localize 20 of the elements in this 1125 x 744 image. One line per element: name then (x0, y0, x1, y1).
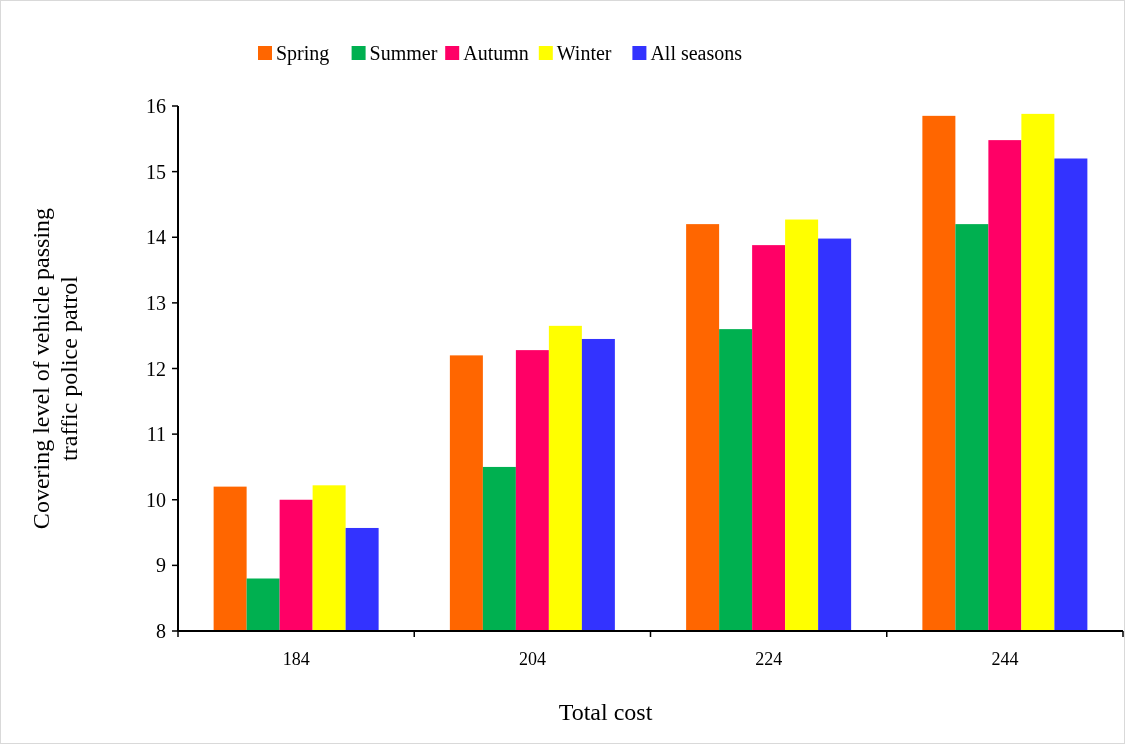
y-tick-label: 14 (146, 226, 166, 249)
x-tick-label: 184 (282, 649, 310, 669)
legend-label: Autumn (463, 42, 529, 64)
legend-label: Winter (556, 42, 612, 64)
legend-label: All seasons (650, 42, 743, 64)
y-tick-label: 8 (156, 620, 166, 642)
x-axis-title: Total cost (558, 699, 653, 725)
x-tick-label: 244 (991, 649, 1019, 669)
y-tick-label: 11 (146, 423, 166, 446)
x-tick-label: 224 (755, 649, 783, 669)
x-tick-label: 204 (518, 649, 546, 669)
y-axis-title: Covering level of vehicle passing traffic police patrol (28, 207, 82, 530)
y-tick-label: 12 (146, 357, 166, 380)
legend-label: Summer (369, 42, 438, 64)
y-tick-label: 15 (146, 160, 166, 183)
y-tick-label: 13 (146, 291, 166, 314)
y-tick-label: 9 (156, 554, 166, 577)
legend-label: Spring (276, 42, 330, 65)
y-tick-label: 16 (146, 95, 166, 117)
y-tick-label: 10 (146, 488, 166, 511)
